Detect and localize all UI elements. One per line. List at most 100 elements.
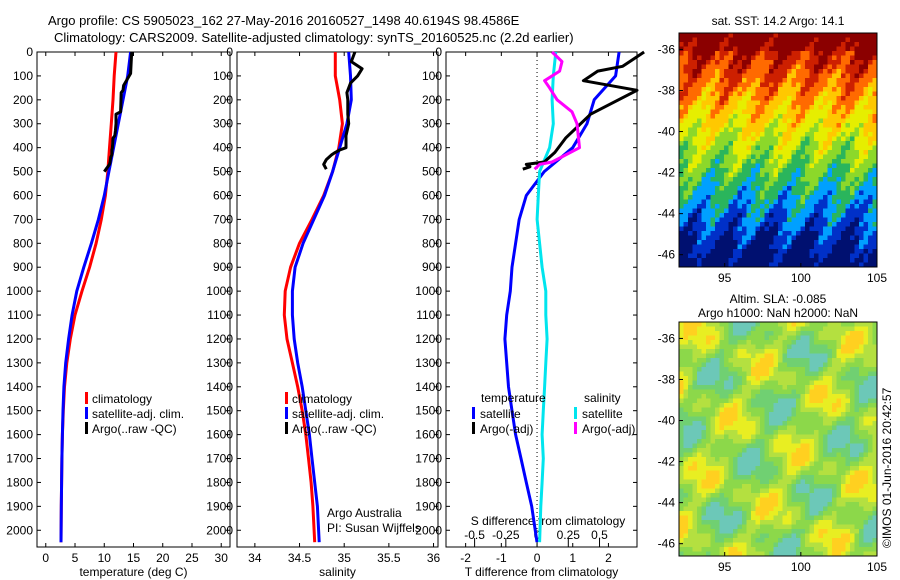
- heatmap-cell: [827, 253, 833, 259]
- heatmap-cell: [854, 33, 860, 38]
- heatmap-cell: [710, 394, 716, 399]
- heatmap-cell: [760, 443, 765, 449]
- heatmap-cell: [737, 430, 743, 435]
- heatmap-cell: [868, 515, 873, 521]
- heatmap-cell: [845, 222, 851, 227]
- heatmap-cell: [751, 461, 756, 467]
- heatmap-cell: [733, 547, 738, 552]
- heatmap-cell: [836, 127, 842, 133]
- heatmap-cell: [751, 118, 756, 124]
- heatmap-cell: [742, 42, 747, 47]
- heatmap-cell: [728, 82, 734, 88]
- heatmap-cell: [746, 484, 752, 489]
- heatmap-cell: [863, 262, 869, 268]
- heatmap-cell: [827, 340, 833, 345]
- heatmap-cell: [679, 46, 684, 52]
- heatmap-cell: [728, 385, 734, 390]
- heatmap-cell: [841, 190, 846, 196]
- heatmap-cell: [710, 407, 716, 413]
- heatmap-cell: [836, 425, 842, 431]
- heatmap-cell: [836, 64, 842, 70]
- heatmap-cell: [836, 33, 842, 38]
- heatmap-cell: [778, 109, 783, 115]
- heatmap-cell: [868, 434, 873, 440]
- heatmap-cell: [863, 208, 869, 214]
- heatmap-cell: [791, 204, 797, 209]
- heatmap-cell: [733, 538, 738, 543]
- heatmap-cell: [827, 349, 833, 354]
- heatmap-cell: [845, 493, 851, 498]
- heatmap-cell: [809, 150, 815, 155]
- heatmap-cell: [872, 524, 878, 530]
- heatmap-cell: [805, 380, 810, 386]
- heatmap-cell: [719, 127, 725, 133]
- heatmap-cell: [755, 506, 761, 512]
- heatmap-cell: [719, 55, 725, 61]
- heatmap-cell: [715, 520, 720, 525]
- heatmap-cell: [697, 416, 702, 422]
- heatmap-cell: [809, 258, 815, 263]
- heatmap-cell: [854, 439, 860, 444]
- heatmap-cell: [787, 434, 792, 440]
- heatmap-cell: [773, 181, 779, 187]
- heatmap-cell: [683, 159, 689, 164]
- heatmap-cell: [791, 520, 797, 525]
- heatmap-cell: [701, 190, 707, 196]
- heatmap-cell: [724, 349, 729, 354]
- heatmap-cell: [751, 262, 756, 268]
- heatmap-cell: [755, 520, 761, 525]
- heatmap-cell: [841, 349, 846, 354]
- heatmap-cell: [814, 335, 819, 341]
- heatmap-cell: [760, 461, 765, 467]
- heatmap-cell: [823, 511, 828, 516]
- heatmap-cell: [841, 105, 846, 110]
- heatmap-cell: [827, 358, 833, 363]
- heatmap-cell: [706, 109, 711, 115]
- heatmap-cell: [854, 412, 860, 417]
- heatmap-cell: [782, 488, 788, 494]
- heatmap-cell: [764, 488, 770, 494]
- heatmap-cell: [688, 249, 693, 254]
- heatmap-cell: [809, 46, 815, 52]
- heatmap-cell: [715, 217, 720, 223]
- heatmap-cell: [719, 385, 725, 390]
- heatmap-cell: [755, 488, 761, 494]
- heatmap-cell: [773, 96, 779, 101]
- heatmap-cell: [737, 154, 743, 160]
- heatmap-cell: [688, 123, 693, 128]
- heatmap-cell: [791, 493, 797, 498]
- heatmap-cell: [728, 78, 734, 83]
- heatmap-cell: [841, 213, 846, 218]
- heatmap-cell: [719, 389, 725, 395]
- heatmap-cell: [719, 515, 725, 521]
- heatmap-cell: [778, 362, 783, 368]
- heatmap-cell: [706, 493, 711, 498]
- heatmap-cell: [706, 457, 711, 462]
- heatmap-cell: [868, 344, 873, 350]
- heatmap-cell: [697, 64, 702, 70]
- heatmap-cell: [859, 367, 864, 372]
- heatmap-cell: [854, 114, 860, 119]
- heatmap-cell: [832, 159, 837, 164]
- heatmap-cell: [679, 466, 684, 471]
- heatmap-cell: [773, 186, 779, 191]
- heatmap-cell: [715, 362, 720, 368]
- heatmap-cell: [868, 367, 873, 372]
- heatmap-cell: [751, 457, 756, 462]
- heatmap-cell: [715, 349, 720, 354]
- heatmap-cell: [850, 430, 855, 435]
- heatmap-cell: [796, 96, 801, 101]
- heatmap-cell: [710, 42, 716, 47]
- heatmap-cell: [751, 551, 756, 557]
- heatmap-cell: [836, 484, 842, 489]
- heatmap-cell: [863, 461, 869, 467]
- heatmap-cell: [679, 421, 684, 426]
- heatmap-cell: [809, 168, 815, 173]
- heatmap-cell: [782, 127, 788, 133]
- heatmap-cell: [836, 326, 842, 332]
- heatmap-cell: [805, 100, 810, 106]
- heatmap-cell: [679, 389, 684, 395]
- heatmap-cell: [710, 199, 716, 205]
- heatmap-cell: [755, 479, 761, 485]
- heatmap-cell: [841, 367, 846, 372]
